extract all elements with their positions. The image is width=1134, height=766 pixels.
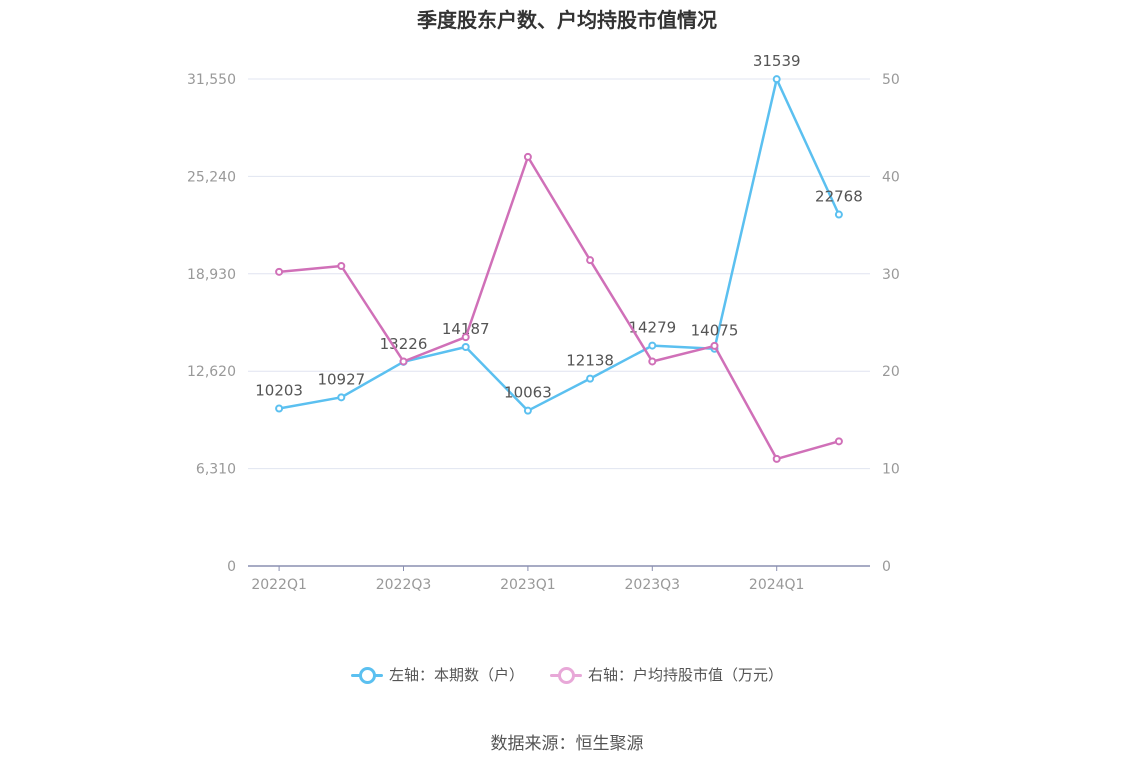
y-right-tick-label: 0 <box>882 559 891 575</box>
legend-item-right-series[interactable]: 右轴：户均持股市值（万元） <box>550 664 783 685</box>
x-tick-label: 2023Q1 <box>500 577 556 593</box>
legend-right-series-label: 右轴：户均持股市值（万元） <box>588 666 784 684</box>
legend-item-left-series[interactable]: 左轴：本期数（户） <box>350 664 524 685</box>
data-label: 22768 <box>815 188 863 206</box>
data-point-left <box>586 374 595 383</box>
data-source: 数据来源：恒生聚源 <box>490 734 644 754</box>
legend: 左轴：本期数（户） 右轴：户均持股市值（万元） <box>0 664 1134 685</box>
data-point-right <box>710 341 719 350</box>
data-label: 12138 <box>566 352 614 370</box>
data-point-right <box>586 256 595 265</box>
y-left-tick-label: 6,310 <box>196 462 236 478</box>
data-point-right <box>461 333 470 342</box>
data-point-left <box>337 393 346 402</box>
y-left-tick-label: 0 <box>227 559 236 575</box>
series-line-left <box>278 77 841 412</box>
y-left-tick-label: 25,240 <box>187 169 236 185</box>
y-right-tick-label: 50 <box>882 72 900 88</box>
data-label: 14279 <box>628 319 676 337</box>
data-point-right <box>337 262 346 271</box>
data-label: 10203 <box>255 382 303 400</box>
data-label: 31539 <box>753 52 801 70</box>
data-label: 10927 <box>317 370 365 388</box>
data-point-left <box>648 341 657 350</box>
data-point-right <box>523 152 532 161</box>
x-tick-label: 2024Q1 <box>749 577 805 593</box>
data-point-left <box>772 75 781 84</box>
y-left-tick-label: 18,930 <box>187 267 236 283</box>
y-right-tick-label: 20 <box>882 364 900 380</box>
data-label: 14075 <box>691 322 739 340</box>
chart-title: 季度股东户数、户均持股市值情况 <box>417 8 717 32</box>
data-point-left <box>275 404 284 413</box>
data-label: 13226 <box>380 335 428 353</box>
data-label: 14187 <box>442 320 490 338</box>
y-right-tick-label: 30 <box>882 267 900 283</box>
data-point-right <box>399 357 408 366</box>
data-point-left <box>834 210 843 219</box>
x-tick-label: 2023Q3 <box>625 577 681 593</box>
data-label: 10063 <box>504 384 552 402</box>
data-point-left <box>523 406 532 415</box>
legend-left-series-marker-icon <box>350 665 383 685</box>
x-tick-label: 2022Q1 <box>251 577 307 593</box>
data-point-right <box>834 437 843 446</box>
y-left-tick-label: 12,620 <box>187 364 236 380</box>
series-line-right <box>278 155 840 461</box>
x-tick-label: 2022Q3 <box>376 577 432 593</box>
legend-left-series-label: 左轴：本期数（户） <box>388 666 524 684</box>
y-right-tick-label: 10 <box>882 462 900 478</box>
line-chart: 0 0 6,310 10 12,620 20 18,930 30 25,240 40 31,550 5… <box>187 52 900 593</box>
data-point-right <box>275 267 284 276</box>
y-right-tick-label: 40 <box>882 169 900 185</box>
data-point-right <box>772 454 781 463</box>
legend-right-series-marker-icon <box>550 665 582 685</box>
data-point-left <box>461 343 470 352</box>
y-left-tick-label: 31,550 <box>187 72 236 88</box>
data-point-right <box>648 357 657 366</box>
